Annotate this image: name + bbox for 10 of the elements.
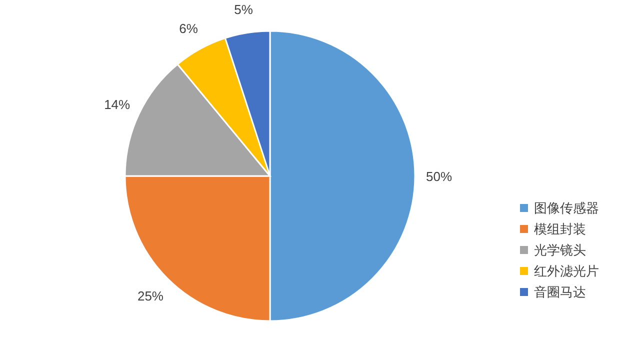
data-label: 14% xyxy=(104,97,131,112)
data-label: 25% xyxy=(137,288,164,304)
legend-label: 模组封装 xyxy=(534,222,586,236)
data-label: 6% xyxy=(179,20,198,36)
data-label: 50% xyxy=(426,169,452,184)
legend-label: 光学镜头 xyxy=(534,242,586,258)
legend-label: 红外滤光片 xyxy=(534,264,599,278)
legend-label: 音圈马达 xyxy=(534,284,586,300)
legend-label: 图像传感器 xyxy=(534,200,599,216)
data-label: 5% xyxy=(234,2,254,18)
